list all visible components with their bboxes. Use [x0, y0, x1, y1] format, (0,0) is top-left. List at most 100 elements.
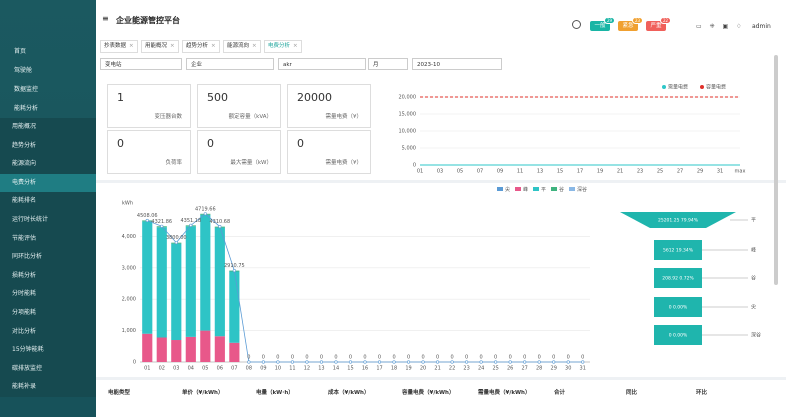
x-tick-label: 15	[557, 169, 563, 175]
total-point	[377, 360, 382, 364]
tab-label: 用能概况	[145, 43, 168, 49]
funnel-stage	[620, 212, 736, 228]
x-tick-label: 09	[260, 366, 266, 372]
data-label: 0	[494, 355, 497, 361]
total-point	[494, 360, 498, 364]
submenu-item[interactable]: 能耗排名	[0, 192, 96, 211]
stat-card: 0 最大需量（kW）	[197, 130, 281, 174]
tab[interactable]: 抄表数据 ×	[100, 40, 138, 53]
data-label: 0	[436, 355, 439, 361]
user-name[interactable]: admin	[752, 23, 771, 30]
divider	[96, 180, 786, 183]
x-tick-label: 02	[159, 366, 165, 372]
submenu-item[interactable]: 运行时长统计	[0, 210, 96, 230]
x-tick-label: 27	[521, 366, 527, 372]
tab-label: 能源流向	[227, 43, 250, 49]
submenu-item[interactable]: 15分钟能耗	[0, 341, 96, 360]
search-icon[interactable]	[572, 20, 581, 29]
tab-close[interactable]: ×	[293, 43, 298, 49]
bar-segment	[185, 336, 196, 362]
tab-close[interactable]: ×	[129, 43, 134, 49]
submenu-item[interactable]: 节能评估	[0, 229, 96, 249]
tab[interactable]: 能源流向 ×	[223, 40, 261, 53]
submenu-item[interactable]: 分时能耗	[0, 285, 96, 304]
filter-select[interactable]: akr	[278, 58, 366, 70]
submenu-item[interactable]: 能耗补录	[0, 378, 96, 397]
stat-value: 0	[207, 137, 214, 150]
x-tick-label: 19	[405, 366, 411, 372]
stat-label: 变压器台数	[154, 114, 182, 120]
app-title: 企业能源管控平台	[116, 16, 180, 25]
alarm-button[interactable]: 严重	[646, 21, 666, 31]
submenu-item[interactable]: 能源流向	[0, 155, 96, 174]
total-point	[203, 212, 207, 216]
menu-item[interactable]: 驾驶舱	[14, 67, 33, 74]
menu-item[interactable]: 能耗分析	[14, 105, 39, 112]
tab[interactable]: 趋势分析 ×	[182, 40, 220, 53]
submenu-item[interactable]: 用能概况	[0, 118, 96, 137]
column-header: 容量电费（¥/kWh）	[402, 390, 455, 396]
x-tick-label: 21	[434, 366, 440, 372]
y-tick-label: 15,000	[399, 112, 417, 118]
total-point	[290, 360, 295, 364]
stat-card: 0 需量电费（¥）	[287, 130, 371, 174]
main: ≡ 企业能源管控平台 一般 29 紧急 23 严重 22 ▭ ⁜ ▣ ♢ admin 抄表…	[96, 0, 786, 417]
column-header: 单价（¥/kWh）	[182, 390, 224, 396]
legend-marker	[533, 187, 539, 191]
total-point	[276, 360, 280, 364]
tab-label: 电费分析	[268, 43, 291, 49]
x-tick-label: 13	[537, 169, 543, 175]
bar-segment	[229, 342, 240, 362]
x-tick-label: 01	[144, 366, 150, 372]
data-label: 0	[480, 355, 483, 361]
x-tick-label: 13	[318, 366, 324, 372]
alarm-count: 29	[604, 17, 616, 24]
alarm-button[interactable]: 紧急	[618, 21, 638, 31]
total-point	[305, 360, 309, 364]
y-tick-label: 0	[133, 360, 136, 366]
tab[interactable]: 电费分析 ×	[264, 40, 302, 53]
y-tick-label: 5,000	[402, 146, 416, 152]
tab-close[interactable]: ×	[170, 43, 175, 49]
x-tick-label: 27	[677, 169, 683, 175]
filter-select[interactable]: 月	[368, 58, 408, 70]
total-point	[232, 269, 236, 273]
x-tick-label: 30	[565, 366, 571, 372]
submenu-item[interactable]: 趋势分析	[0, 136, 96, 156]
stat-label: 需量电费（¥）	[325, 114, 363, 120]
submenu-item[interactable]: 损耗分析	[0, 266, 96, 286]
column-header: 电量（kW·h）	[256, 390, 294, 396]
stat-value: 1	[117, 91, 124, 104]
tab-close[interactable]: ×	[211, 43, 216, 49]
filter-select[interactable]: 企业	[186, 58, 274, 70]
total-point	[145, 218, 149, 223]
filter-select[interactable]: 变电站	[100, 58, 182, 70]
menu-item[interactable]: 数据监控	[14, 86, 39, 93]
alarm-button[interactable]: 一般	[590, 21, 610, 31]
scrollbar[interactable]	[774, 55, 778, 285]
x-tick-label: 11	[289, 366, 295, 372]
tab-close[interactable]: ×	[252, 43, 257, 49]
filter-select[interactable]: 2023-10	[412, 58, 502, 70]
tool-icons[interactable]: ▭ ⁜ ▣ ♢	[696, 23, 745, 30]
y-tick-label: 20,000	[399, 95, 417, 101]
submenu-item[interactable]: 电费分析	[0, 173, 96, 193]
data-label: 3800.00	[166, 235, 187, 241]
submenu-item[interactable]: 碳排放监控	[0, 359, 96, 379]
total-point	[160, 224, 164, 228]
legend-marker	[700, 85, 704, 89]
column-header: 环比	[696, 390, 708, 396]
data-label: 0	[509, 355, 512, 361]
stat-value: 0	[117, 137, 124, 150]
menu-toggle[interactable]: ≡	[102, 14, 109, 23]
column-header: 电能类型	[108, 390, 131, 396]
submenu-item[interactable]: 同环比分析	[0, 248, 96, 267]
submenu-item[interactable]: 分项能耗	[0, 303, 96, 323]
total-point	[189, 223, 193, 227]
bar-segment	[200, 330, 211, 362]
menu-item[interactable]: 首页	[14, 48, 27, 55]
submenu-item[interactable]: 对比分析	[0, 322, 96, 342]
tab[interactable]: 用能概况 ×	[141, 40, 179, 53]
x-tick-label: 25	[492, 366, 498, 372]
funnel-category: 谷	[751, 275, 756, 282]
